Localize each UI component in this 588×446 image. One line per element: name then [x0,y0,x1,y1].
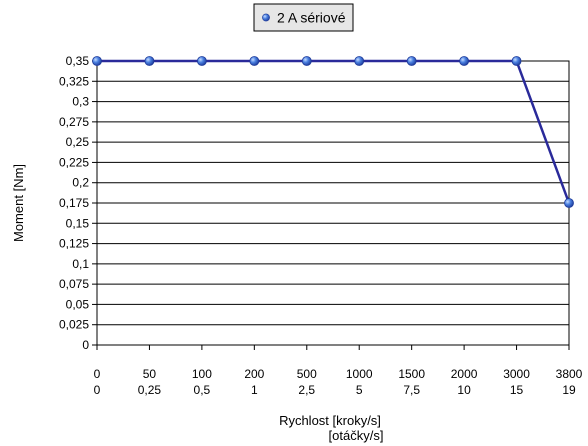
x-tick-label: 2000 [451,367,478,381]
y-axis-title: Moment [Nm] [11,164,26,242]
data-point [459,56,470,66]
x-tick-label-secondary: 7,5 [403,383,420,397]
y-tick-label: 0,25 [66,135,90,149]
x-tick-label: 200 [244,367,264,381]
y-tick-label: 0,075 [59,277,89,291]
data-point [511,56,522,66]
y-tick-label: 0,025 [59,318,89,332]
y-tick-label: 0,3 [72,95,89,109]
y-tick-label: 0,35 [66,54,90,68]
x-tick-label-secondary: 19 [562,383,576,397]
data-point [564,198,574,208]
data-point [354,56,365,66]
x-tick-label: 500 [297,367,317,381]
x-tick-label-secondary: 0 [94,383,101,397]
y-tick-label: 0,2 [72,176,89,190]
x-tick-label-secondary: 5 [356,383,363,397]
x-tick-label: 1000 [346,367,373,381]
x-tick-label-secondary: 2,5 [298,383,315,397]
grid-lines [97,60,569,346]
x-tick-label: 1500 [398,367,425,381]
y-tick-label: 0,15 [66,216,90,230]
legend: 2 A sériové [253,3,354,32]
legend-marker [262,13,270,22]
x-tick-label: 0 [94,367,101,381]
y-tick-label: 0,125 [59,237,89,251]
y-tick-label: 0,175 [59,196,89,210]
x-tick-label: 3000 [503,367,530,381]
data-point [196,56,207,66]
data-point [406,56,417,66]
x-tick-label-secondary: 15 [510,383,524,397]
series-2a [92,56,574,208]
x-tick-label-secondary: 0,25 [138,383,162,397]
x-axis: 00500,251000,520015002,51000515007,52000… [94,345,583,397]
legend-box [253,3,354,32]
data-point [249,56,260,66]
x-tick-label: 100 [192,367,212,381]
legend-series-label: 2 A sériové [277,10,346,26]
y-tick-label: 0,275 [59,115,89,129]
y-tick-label: 0 [82,338,89,352]
x-axis-title-secondary: [otáčky/s] [329,428,384,443]
y-tick-label: 0,225 [59,155,89,169]
y-tick-label: 0,05 [66,297,90,311]
x-tick-label: 3800 [556,367,583,381]
y-tick-label: 0,325 [59,74,89,88]
y-tick-label: 0,1 [72,257,89,271]
y-axis: 0 0,025 0,05 0,075 0,1 0,125 0,15 0,175 0,2 0,225… [59,54,97,352]
x-axis-title: Rychlost [kroky/s] [279,413,381,428]
x-tick-label-secondary: 10 [457,383,471,397]
x-tick-label-secondary: 0,5 [194,383,211,397]
x-tick-label-secondary: 1 [251,383,258,397]
series-line [97,59,571,204]
x-tick-label: 50 [143,367,157,381]
data-point [301,56,312,66]
data-point [144,56,155,66]
data-point [92,56,102,66]
